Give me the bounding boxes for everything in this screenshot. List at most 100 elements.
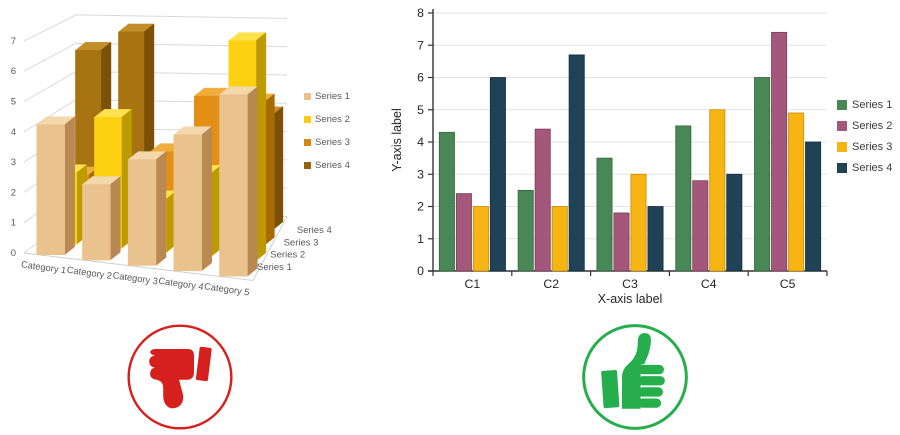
legend-label: Series 2 bbox=[852, 120, 893, 132]
bar-C2-Series 2 bbox=[534, 128, 551, 272]
legend-swatch-series1 bbox=[304, 93, 311, 100]
bar-C1-Series 1 bbox=[438, 131, 455, 272]
y-tick-label: 4 bbox=[417, 135, 424, 149]
legend-swatch-series2 bbox=[837, 121, 847, 131]
legend-label: Series 3 bbox=[852, 141, 893, 153]
legend-label: Series 1 bbox=[852, 99, 893, 111]
y-tick-label: 7 bbox=[417, 38, 424, 52]
legend-label: Series 4 bbox=[315, 160, 350, 171]
y-axis-title: Y-axis label bbox=[390, 108, 404, 172]
category-axis-label: Category 3 bbox=[112, 270, 158, 286]
bar-C5-Series 1 bbox=[754, 77, 771, 272]
value-tick-label: 2 bbox=[11, 187, 16, 198]
depth-axis-label: Series 2 bbox=[270, 250, 305, 261]
bar-C4-Series 4 bbox=[726, 173, 743, 272]
thumbs-up-hand bbox=[621, 333, 651, 409]
thumbs-down-icon bbox=[127, 324, 233, 430]
legend-label: Series 2 bbox=[315, 114, 350, 125]
legend-item: Series 3 bbox=[837, 141, 892, 153]
legend-swatch-series2 bbox=[304, 116, 311, 123]
depth-axis-label: Series 4 bbox=[297, 225, 332, 236]
x-tick-label: C5 bbox=[780, 277, 796, 291]
category-axis-label: Category 5 bbox=[204, 281, 250, 297]
y-tick-label: 5 bbox=[417, 103, 424, 117]
bar-C3-Series 3 bbox=[630, 173, 647, 272]
legend-3d: Series 1 Series 2 Series 3 Series 4 bbox=[304, 91, 350, 171]
legend-item: Series 2 bbox=[837, 120, 892, 132]
bar-Category 2-Series 1 bbox=[82, 184, 111, 261]
bar-C3-Series 1 bbox=[596, 157, 613, 272]
category-axis-label: Category 2 bbox=[66, 265, 112, 281]
value-tick-label: 0 bbox=[11, 248, 16, 259]
legend-item: Series 4 bbox=[837, 162, 892, 174]
thumbs-up-icon bbox=[582, 324, 688, 430]
y-tick-label: 3 bbox=[417, 167, 424, 181]
depth-axis-label: Series 1 bbox=[257, 262, 292, 273]
depth-axis-label: Series 3 bbox=[284, 237, 319, 248]
value-tick-label: 7 bbox=[11, 36, 16, 47]
legend-label: Series 1 bbox=[315, 91, 350, 102]
legend-swatch-series3 bbox=[837, 142, 847, 152]
bar-C3-Series 2 bbox=[613, 212, 630, 272]
bar-Category 4-Series 1 bbox=[173, 134, 202, 272]
legend-label: Series 3 bbox=[315, 137, 350, 148]
bar-C5-Series 4 bbox=[805, 141, 822, 272]
thumbs-down-hand bbox=[149, 349, 194, 409]
bar-Category 3-Series 1 bbox=[127, 159, 157, 266]
y-tick-label: 8 bbox=[417, 6, 424, 20]
legend-item: Series 1 bbox=[304, 91, 350, 102]
category-axis-label: Category 4 bbox=[158, 276, 204, 292]
bar-side-Category 1-Series 1 bbox=[64, 116, 75, 256]
value-tick-label: 4 bbox=[11, 127, 16, 138]
bar-C4-Series 1 bbox=[675, 125, 692, 272]
legend-2d: Series 1 Series 2 Series 3 Series 4 bbox=[837, 99, 892, 174]
floor-edge bbox=[23, 216, 288, 282]
thumbs-up-fingers bbox=[637, 364, 665, 408]
bar-side-Category 2-Series 1 bbox=[110, 175, 121, 261]
bar-C1-Series 2 bbox=[455, 193, 472, 272]
bar-C4-Series 3 bbox=[709, 109, 726, 272]
legend-swatch-series1 bbox=[837, 100, 847, 110]
bar-Category 1-Series 1 bbox=[36, 124, 65, 255]
y-tick-label: 0 bbox=[417, 264, 424, 278]
bar-C2-Series 1 bbox=[517, 189, 534, 272]
legend-item: Series 1 bbox=[837, 99, 892, 111]
bar-C1-Series 4 bbox=[489, 77, 506, 272]
bar-C4-Series 2 bbox=[692, 180, 709, 272]
legend-label: Series 4 bbox=[852, 162, 893, 174]
gridline-3d bbox=[23, 42, 288, 72]
bar-C2-Series 3 bbox=[551, 206, 568, 272]
value-tick-label: 5 bbox=[11, 97, 16, 108]
bar-side-Category 3-Series 1 bbox=[155, 151, 167, 266]
gridline-3d bbox=[23, 14, 288, 42]
legend-swatch-series4 bbox=[837, 163, 847, 173]
legend-item: Series 4 bbox=[304, 160, 350, 171]
bar-Category 5-Series 1 bbox=[219, 94, 248, 277]
bar-C3-Series 4 bbox=[647, 206, 664, 272]
legend-swatch-series3 bbox=[304, 139, 311, 146]
legend-swatch-series4 bbox=[304, 162, 311, 169]
x-tick-label: C3 bbox=[622, 277, 638, 291]
bar-side-Category 5-Series 1 bbox=[247, 86, 258, 277]
y-tick-label: 1 bbox=[417, 232, 424, 246]
x-tick-label: C4 bbox=[701, 277, 717, 291]
x-tick-label: C1 bbox=[465, 277, 481, 291]
y-tick-label: 6 bbox=[417, 71, 424, 85]
value-tick-label: 1 bbox=[11, 218, 16, 229]
bar-side-Category 4-Series 1 bbox=[201, 126, 212, 272]
bar-C5-Series 3 bbox=[788, 112, 805, 272]
x-tick-label: C2 bbox=[543, 277, 559, 291]
bar-C2-Series 4 bbox=[568, 54, 585, 272]
thumbs-down-cuff bbox=[195, 346, 212, 382]
legend-item: Series 2 bbox=[304, 114, 350, 125]
y-tick-label: 2 bbox=[417, 200, 424, 214]
category-axis-label: Category 1 bbox=[20, 259, 66, 275]
thumbs-up-cuff bbox=[601, 370, 620, 409]
value-tick-label: 3 bbox=[11, 157, 16, 168]
x-axis-title: X-axis label bbox=[597, 292, 663, 306]
bar-C1-Series 3 bbox=[472, 206, 489, 272]
good-2d-column-chart: 0 1 2 3 4 5 6 7 8 C1 C2 C3 C4 C5 bbox=[417, 6, 828, 291]
value-tick-label: 6 bbox=[11, 66, 16, 77]
